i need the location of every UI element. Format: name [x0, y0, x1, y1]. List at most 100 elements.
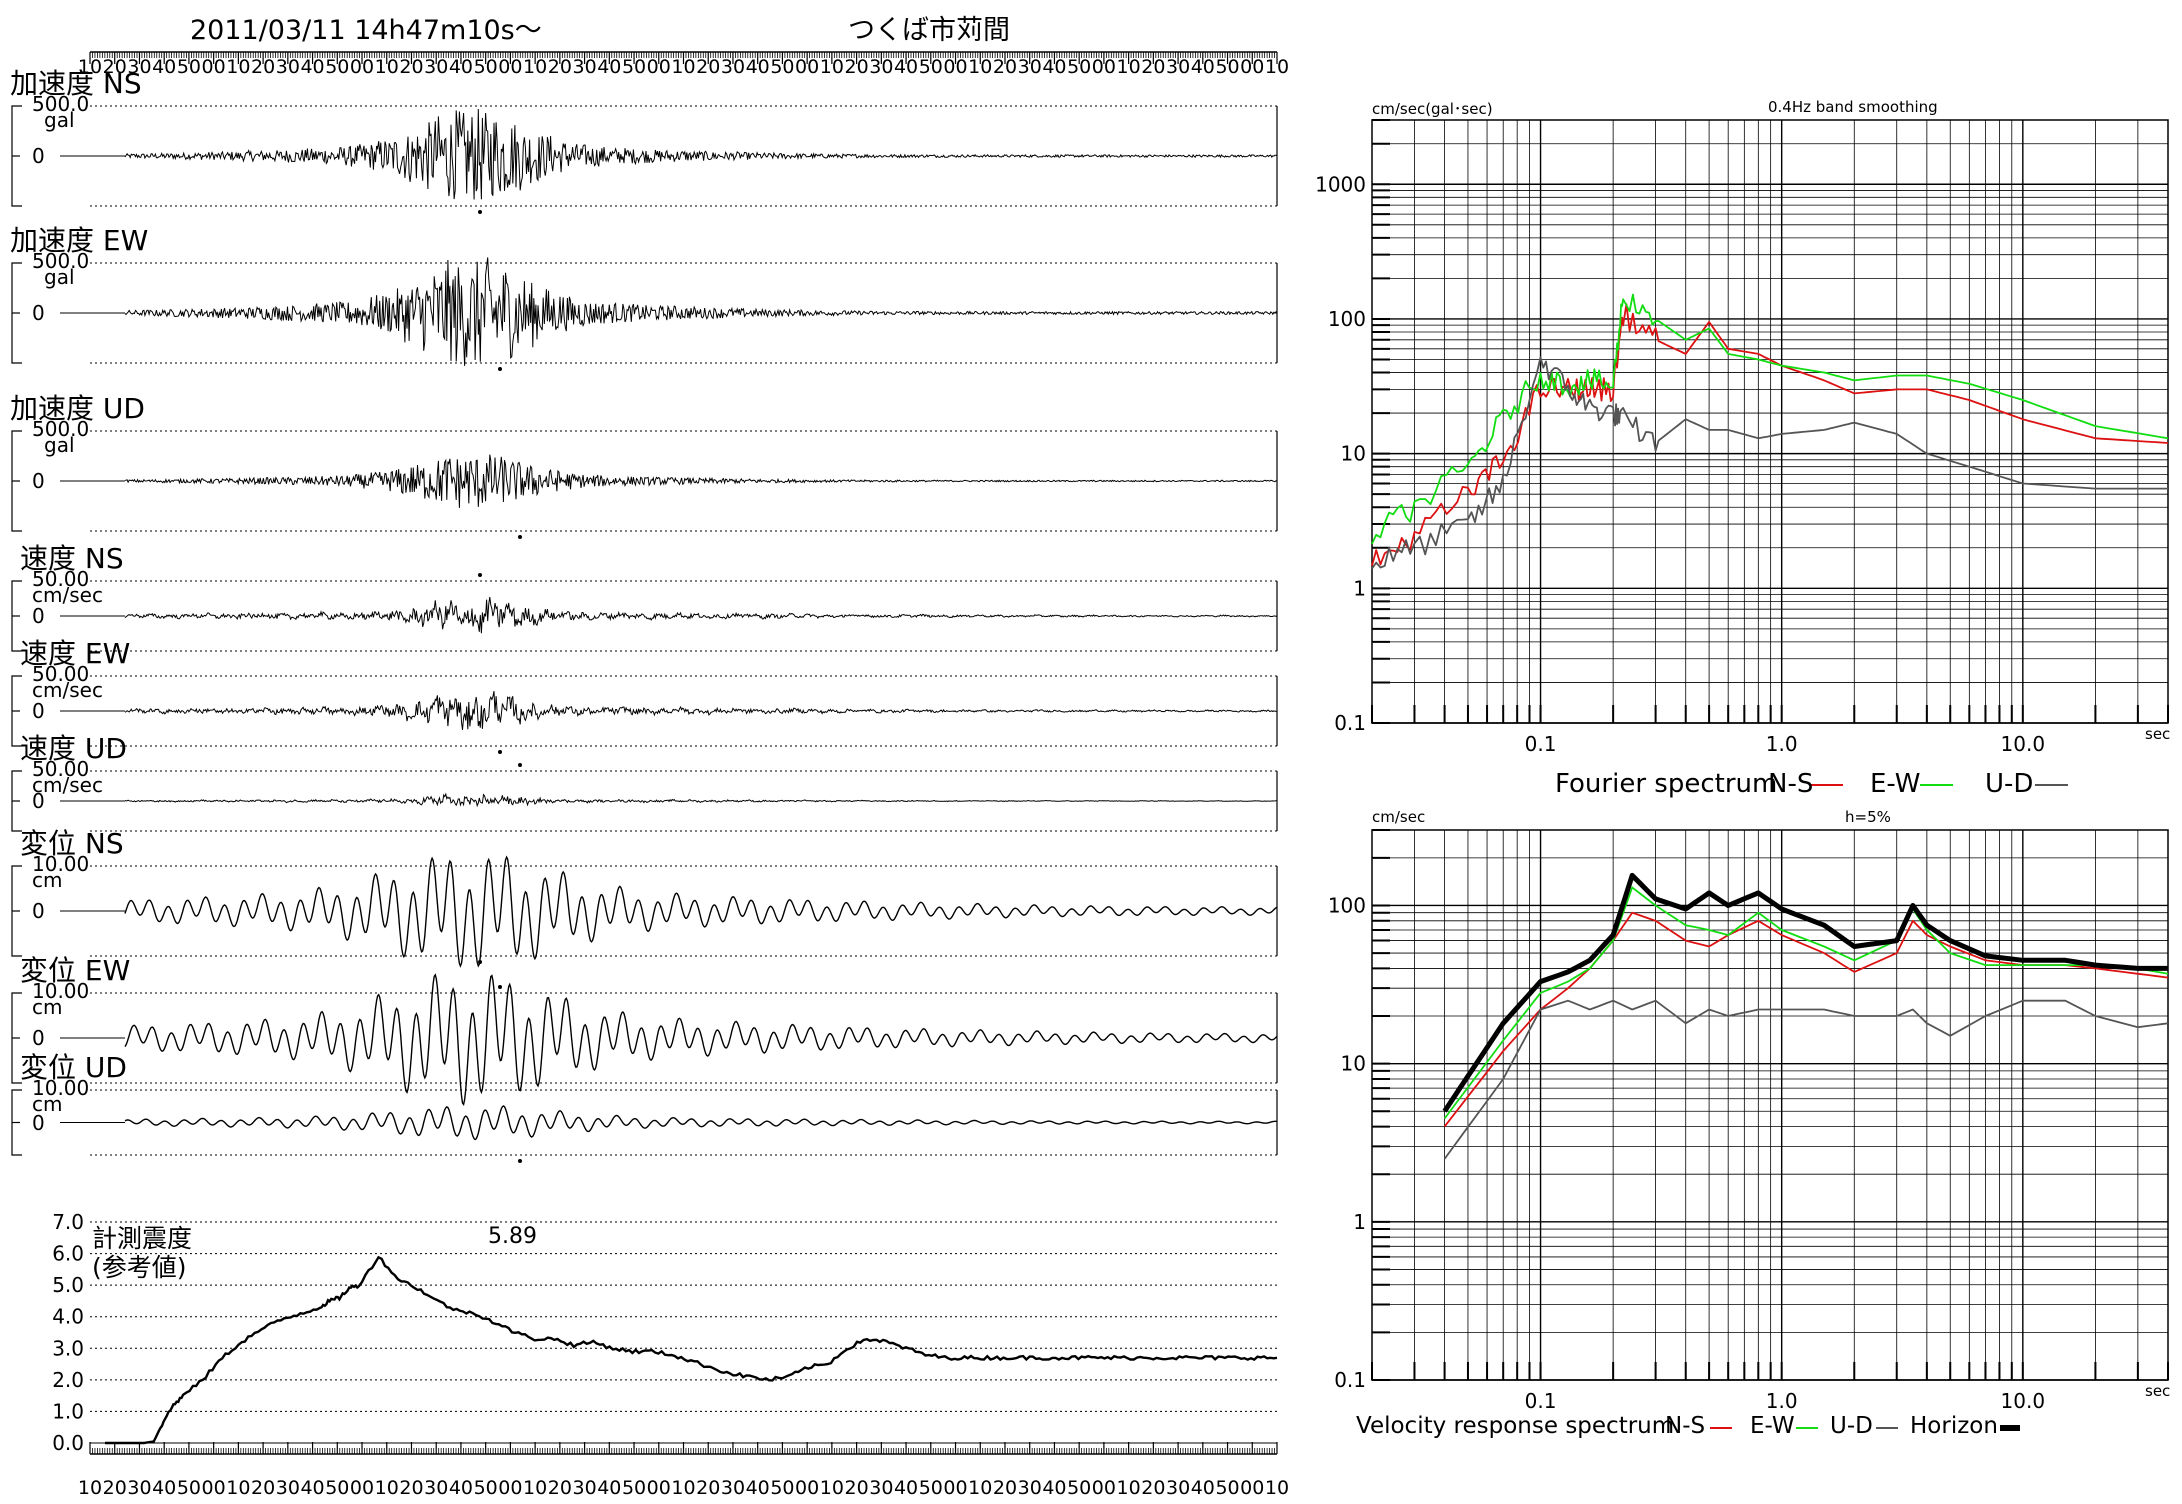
time-tick-label: 20 [103, 1477, 127, 1499]
trace-peak-marker [498, 750, 502, 754]
time-tick-label: 40 [746, 56, 770, 78]
time-tick-label: 00 [1092, 56, 1116, 78]
trace-title: 速度 UD [20, 732, 127, 765]
time-axis-top: 10 20 30 40 50 00 10 20 30 40 50 00 10 20 30 40 50 00 10 20… [78, 51, 1289, 78]
time-tick-label: 20 [251, 1477, 275, 1499]
time-tick-label: 00 [498, 56, 522, 78]
intensity-title-line1: 計測震度 [92, 1224, 193, 1253]
trace-scale-value: 50.00 [32, 757, 90, 781]
trace-scale-unit: cm/sec [32, 583, 103, 607]
time-tick-label: 50 [325, 56, 349, 78]
time-tick-label: 00 [647, 56, 671, 78]
fourier-legend-ew: E-W [1870, 769, 1921, 799]
intensity-y-tick: 1.0 [52, 1399, 84, 1423]
plot-frame [1371, 119, 2169, 724]
time-tick-label: 10 [1117, 56, 1141, 78]
y-tick-label: 1 [1353, 1210, 1366, 1234]
time-tick-label: 10 [226, 1477, 250, 1499]
series-line-ud [1443, 999, 2169, 1160]
time-tick-label: 50 [474, 1477, 498, 1499]
response-legend-title: Velocity response spectrum [1356, 1413, 1675, 1439]
fourier-x-unit: sec [2145, 725, 2171, 743]
trace-scale-value: 500.0 [32, 249, 90, 273]
time-tick-label: 20 [845, 56, 869, 78]
time-tick-label: 00 [795, 1477, 819, 1499]
trace-zero-label: 0 [32, 469, 45, 493]
trace-scale-value: 10.00 [32, 979, 90, 1003]
trace-peak-marker [518, 763, 522, 767]
intensity-y-tick: 6.0 [52, 1242, 84, 1266]
intensity-y-tick: 0.0 [52, 1431, 84, 1455]
y-tick-label: 10 [1341, 442, 1366, 466]
time-tick-label: 20 [1141, 1477, 1165, 1499]
time-tick-label: 50 [770, 1477, 794, 1499]
trace-title: 加速度 UD [10, 392, 145, 425]
trace-zero-label: 0 [32, 789, 45, 813]
y-tick-label: 0.1 [1334, 1368, 1366, 1392]
intensity-panel: 7.0 6.0 5.0 4.0 3.0 2.0 1.0 0.0 [52, 1210, 1278, 1455]
series-line-ns [1443, 911, 2169, 1128]
time-tick-label: 00 [943, 56, 967, 78]
trace-waveform [124, 973, 1278, 1106]
time-tick-label: 10 [523, 56, 547, 78]
trace-waveform [124, 691, 1278, 730]
time-tick-label: 50 [474, 56, 498, 78]
trace-zero-label: 0 [32, 1026, 45, 1050]
time-tick-label: 40 [449, 1477, 473, 1499]
time-tick-label: 40 [597, 1477, 621, 1499]
trace-zero-label: 0 [32, 144, 45, 168]
trace-zero-label: 0 [32, 301, 45, 325]
time-tick-label: 10 [1265, 56, 1289, 78]
series-line-ud [1371, 356, 2168, 570]
time-tick-label: 00 [202, 56, 226, 78]
series-line-horizon [1442, 872, 2168, 1113]
trace-panel [11, 1089, 1278, 1163]
time-tick-label: 30 [127, 1477, 151, 1499]
time-tick-label: 50 [919, 1477, 943, 1499]
time-tick-label: 50 [177, 56, 201, 78]
trace-scale-unit: gal [44, 433, 75, 457]
time-tick-label: 40 [152, 1477, 176, 1499]
time-tick-label: 30 [276, 56, 300, 78]
trace-scale-unit: cm/sec [32, 678, 103, 702]
time-tick-label: 10 [671, 1477, 695, 1499]
intensity-title-line2: (参考値) [92, 1253, 187, 1282]
time-tick-label: 00 [1240, 56, 1264, 78]
trace-peak-marker [478, 573, 482, 577]
y-tick-label: 10 [1341, 1052, 1366, 1076]
time-tick-label: 10 [523, 1477, 547, 1499]
time-tick-label: 40 [152, 56, 176, 78]
time-tick-label: 30 [127, 56, 151, 78]
response-legend-ew: E-W [1750, 1413, 1795, 1439]
time-tick-label: 00 [795, 56, 819, 78]
response-legend-ns: N-S [1665, 1413, 1706, 1439]
trace-peak-marker [498, 985, 502, 989]
time-tick-label: 10 [968, 1477, 992, 1499]
series-line-ns [1371, 303, 2169, 567]
trace-zero-label: 0 [32, 1110, 45, 1135]
trace-peak-marker [518, 1159, 522, 1163]
trace-scale-unit: cm [32, 868, 63, 892]
fourier-legend-ud: U-D [1985, 769, 2034, 799]
trace-scale-value: 500.0 [32, 92, 90, 116]
fourier-spectrum-chart: 1000 100 10 1 0.1 0.1 1.0 10.0 [1315, 119, 2169, 786]
y-tick-label: 1 [1353, 576, 1366, 600]
time-tick-label: 50 [177, 1477, 201, 1499]
trace-scale-value: 50.00 [32, 662, 90, 686]
trace-panel [11, 973, 1278, 1106]
trace-title: 速度 EW [20, 637, 131, 670]
time-tick-label: 40 [1191, 1477, 1215, 1499]
time-tick-label: 50 [622, 1477, 646, 1499]
trace-peak-marker [478, 960, 482, 964]
time-tick-label: 50 [770, 56, 794, 78]
time-tick-label: 20 [845, 1477, 869, 1499]
trace-panel [11, 675, 1278, 754]
time-tick-label: 00 [202, 1477, 226, 1499]
x-tick-label: 0.1 [1525, 732, 1557, 756]
response-legend-horizon: Horizon [1910, 1413, 1998, 1439]
trace-scale-value: 10.00 [32, 852, 90, 876]
time-tick-label: 30 [869, 1477, 893, 1499]
trace-zero-label: 0 [32, 604, 45, 628]
time-tick-label: 20 [399, 1477, 423, 1499]
